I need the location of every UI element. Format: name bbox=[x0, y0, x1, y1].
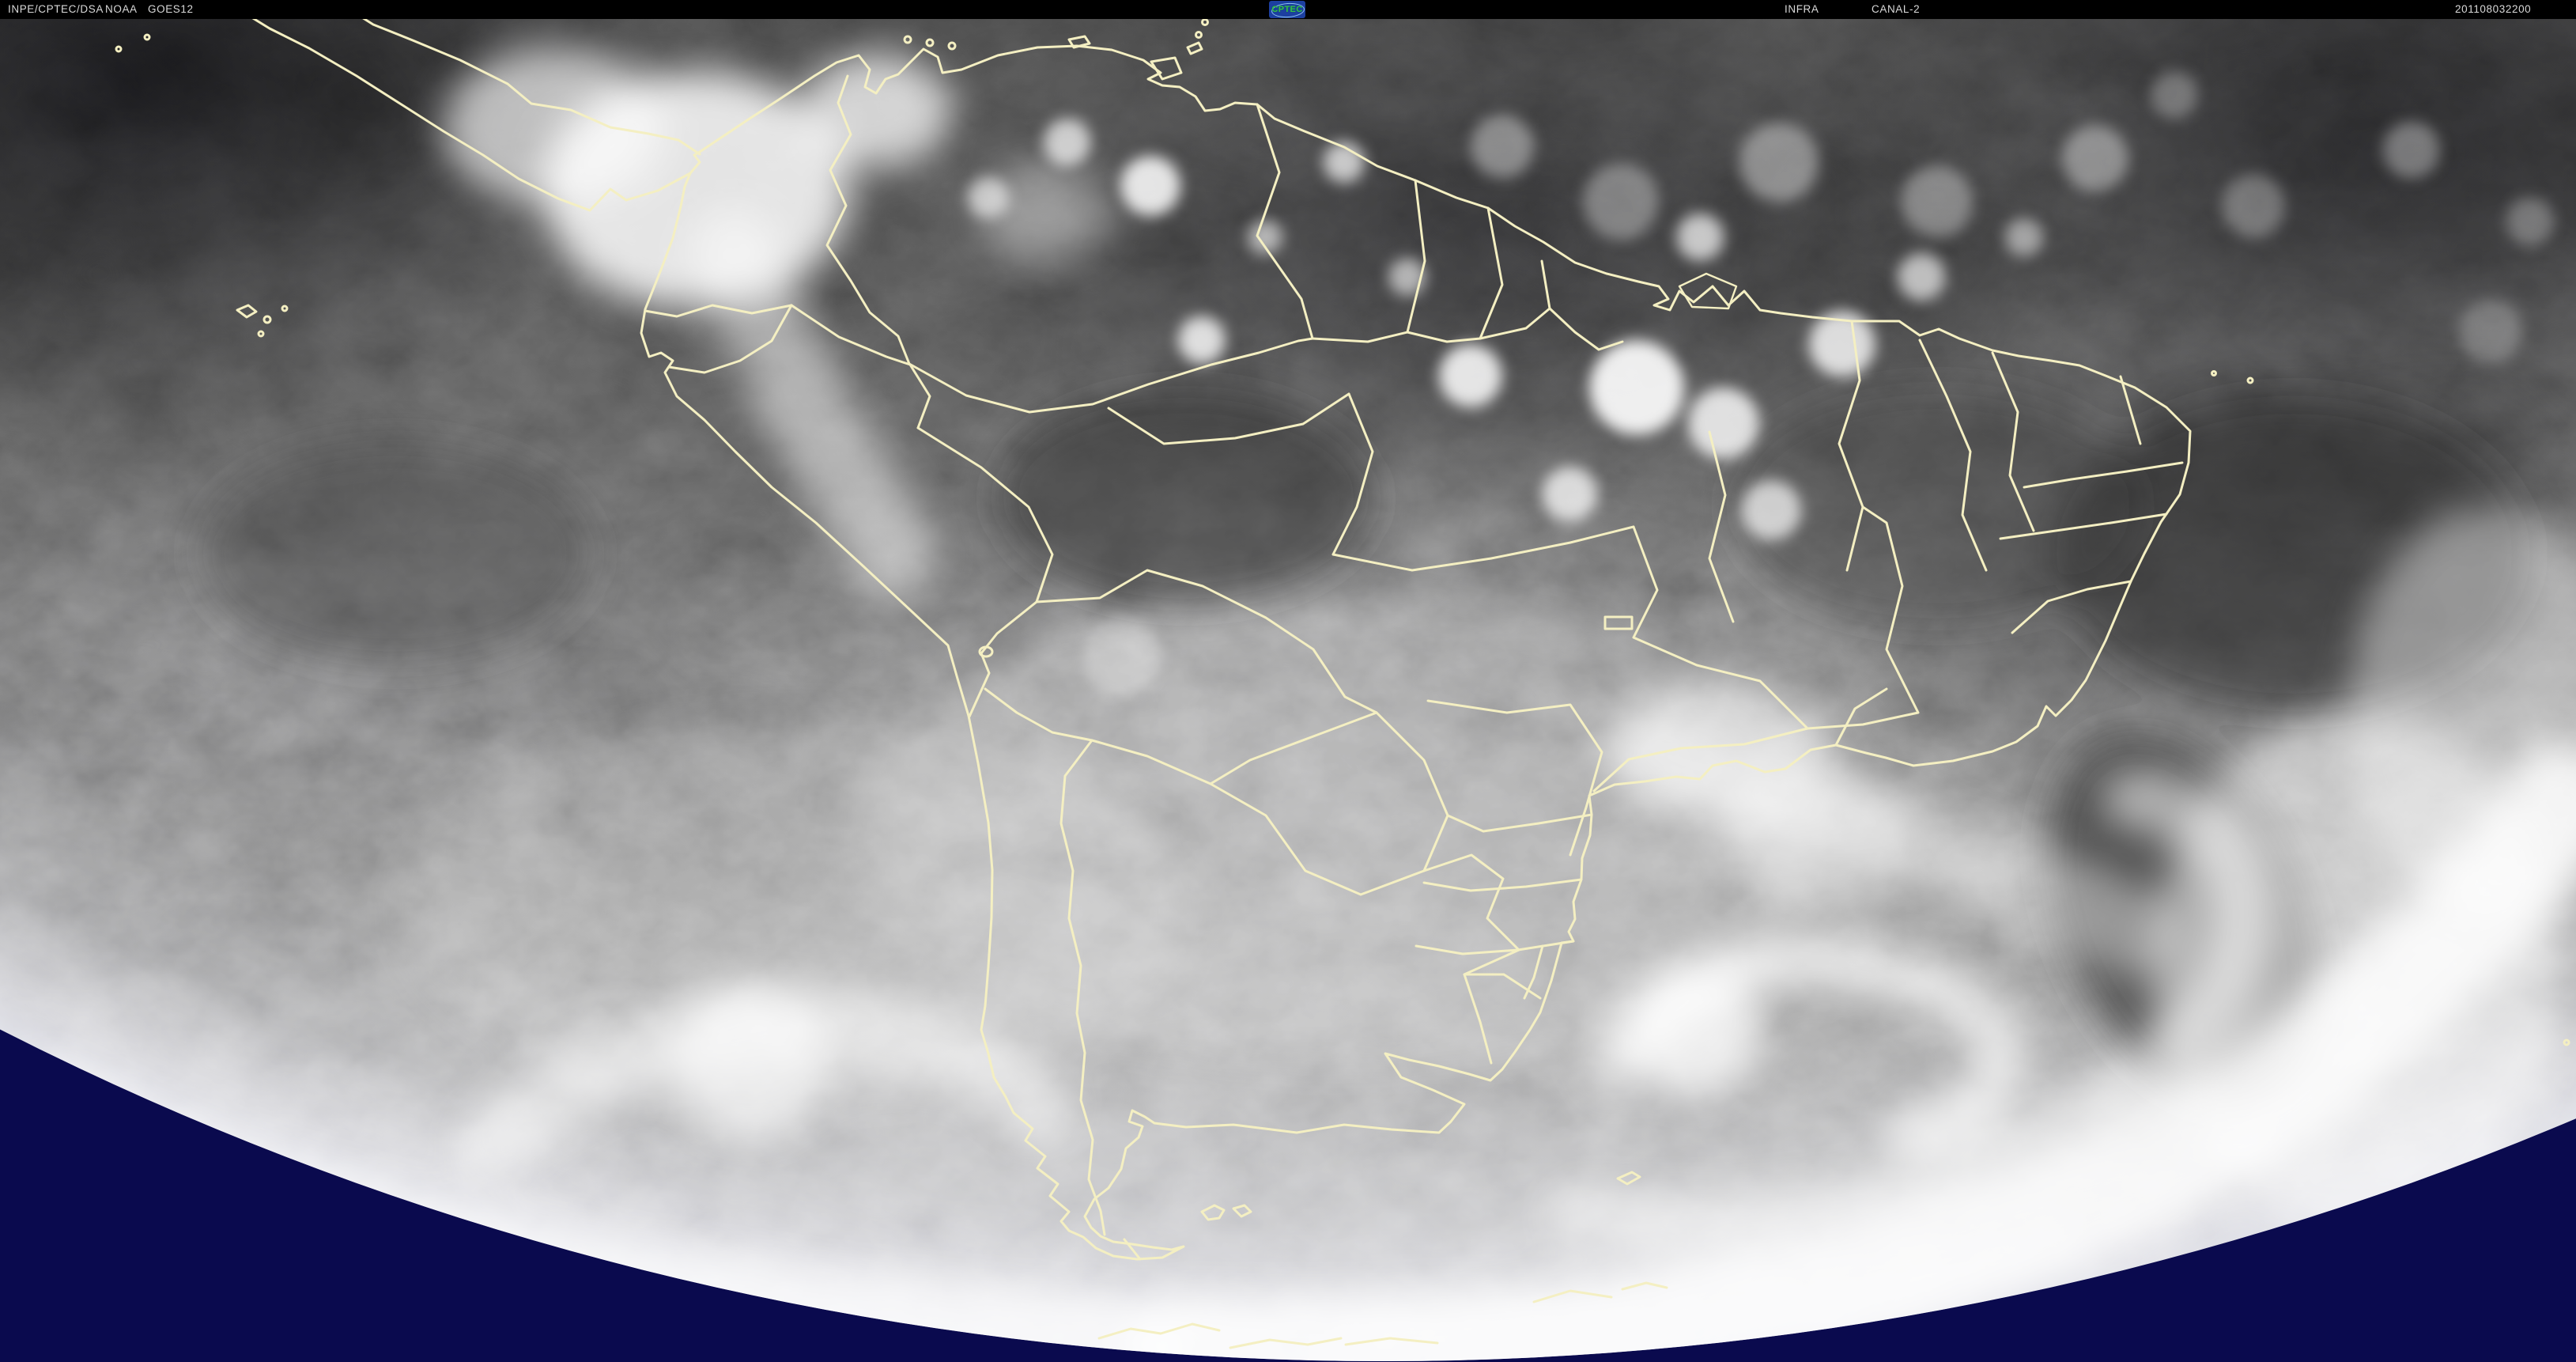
south-america-coastline bbox=[640, 44, 2192, 1261]
band-label: INFRA bbox=[1785, 3, 1819, 15]
satellite-label: GOES12 bbox=[148, 3, 194, 15]
data-source-label: INPE/CPTEC/DSA bbox=[8, 3, 104, 15]
channel-label: CANAL-2 bbox=[1872, 3, 1921, 15]
country-borders bbox=[644, 74, 1624, 1261]
southern-islands bbox=[1026, 370, 2570, 1357]
galapagos-islands bbox=[236, 304, 289, 338]
brazil-state-borders bbox=[1107, 320, 2184, 955]
central-america-coastline bbox=[348, 8, 701, 156]
agency-label: NOAA bbox=[105, 3, 138, 15]
central-america-coastline bbox=[237, 8, 692, 212]
cptec-logo: CPTEC bbox=[1269, 1, 1305, 19]
marajo-island bbox=[1678, 272, 1738, 310]
cptec-logo-text: CPTEC bbox=[1271, 5, 1303, 14]
caribbean-islands bbox=[115, 18, 1209, 81]
timestamp-label: 201108032200 bbox=[2455, 3, 2532, 15]
